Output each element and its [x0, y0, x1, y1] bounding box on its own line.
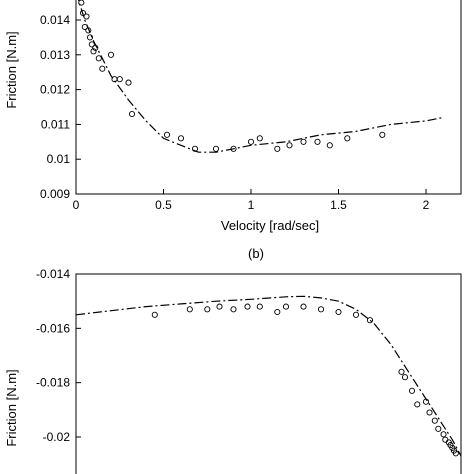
bottom-panel: -0.014 -0.016 -0.018 -0.02 Friction [N.m] [4, 267, 462, 474]
top-data-point [274, 145, 281, 152]
top-data-point [230, 145, 237, 152]
top-data-point [344, 135, 351, 142]
bottom-data-point [431, 417, 438, 424]
top-xticks: 0 0.5 1 1.5 2 [73, 189, 430, 212]
top-data-point [78, 0, 85, 6]
top-y-tick-label: 0.009 [40, 187, 70, 201]
top-data-point [314, 138, 321, 145]
top-data-point [163, 131, 171, 138]
top-y-axis-label: Friction [N.m] [4, 31, 19, 108]
bottom-data-point [366, 317, 374, 324]
top-data-point [191, 145, 199, 152]
bottom-fit-curve [75, 295, 462, 457]
top-data-point [379, 131, 386, 138]
top-fit-curve [77, 0, 444, 153]
bottom-data-point [426, 409, 433, 416]
top-y-tick-label: 0.013 [40, 48, 70, 62]
panel-label-b: (b) [248, 246, 264, 261]
bottom-data-point [442, 436, 449, 443]
top-x-axis-label: Velocity [rad/sec] [221, 218, 319, 233]
top-data-point [86, 34, 94, 41]
top-y-tick-label: 0.011 [41, 117, 70, 131]
top-panel: 0 0.5 1 1.5 2 0.0090.010.0110.0120.0130.014 … [4, 0, 462, 233]
bottom-data-point [435, 425, 442, 432]
top-plot-frame [75, 0, 462, 195]
top-points-layer [78, 0, 386, 152]
top-y-tick-label: 0.014 [40, 13, 70, 27]
bottom-data-point [204, 306, 211, 313]
bottom-data-point [244, 303, 251, 310]
top-data-point [286, 142, 293, 149]
top-x-tick-label: 0.5 [155, 198, 172, 212]
top-data-point [83, 13, 90, 20]
top-data-point [247, 138, 255, 145]
top-data-point [116, 76, 123, 83]
bottom-yticks: -0.014 -0.016 -0.018 -0.02 [36, 267, 81, 444]
bottom-data-point [274, 308, 281, 316]
bottom-data-point [216, 303, 223, 310]
top-data-point [326, 142, 333, 149]
top-data-point [92, 44, 99, 51]
bottom-data-point [440, 431, 447, 438]
bottom-data-point [230, 306, 237, 313]
top-data-point [125, 79, 132, 86]
bottom-y-tick-label: -0.014 [36, 267, 70, 281]
bottom-data-point [256, 303, 263, 310]
top-data-point [212, 145, 220, 152]
bottom-fit-layer [75, 295, 462, 457]
top-fit-layer [77, 0, 444, 153]
top-data-point [177, 135, 185, 142]
bottom-data-point [335, 308, 342, 316]
top-y-tick-label: 0.01 [47, 152, 71, 166]
top-x-tick-label: 2 [423, 198, 430, 212]
bottom-data-point [282, 303, 290, 310]
top-data-point [79, 9, 87, 17]
bottom-data-point [151, 311, 158, 318]
top-data-point [300, 138, 307, 145]
bottom-y-axis-label: Friction [N.m] [4, 369, 19, 446]
bottom-data-point [352, 311, 360, 318]
top-data-point [128, 110, 136, 118]
top-data-point [99, 65, 106, 72]
bottom-y-tick-label: -0.02 [43, 430, 71, 444]
top-data-point [88, 41, 95, 48]
top-x-tick-label: 1.5 [330, 198, 347, 212]
bottom-data-point [300, 303, 307, 310]
bottom-y-tick-label: -0.016 [36, 321, 70, 335]
bottom-data-point [452, 450, 459, 457]
top-yticks: 0.009 0.01 0.011 0.012 0.013 0.014 [40, 13, 81, 201]
bottom-data-point [422, 398, 430, 405]
bottom-data-point [414, 401, 421, 408]
top-x-tick-label: 0 [73, 198, 80, 212]
top-data-point [256, 135, 263, 142]
bottom-plot-frame [75, 273, 462, 474]
top-data-point [81, 23, 88, 31]
top-data-point [95, 55, 102, 62]
top-y-tick-label: 0.012 [40, 83, 70, 97]
top-data-point [85, 27, 92, 34]
bottom-points-layer [151, 303, 459, 457]
top-x-tick-label: 1 [248, 198, 255, 212]
bottom-data-point [408, 387, 416, 394]
bottom-data-point [186, 306, 193, 313]
top-data-point [107, 51, 115, 58]
top-data-point [90, 48, 97, 55]
bottom-data-point [317, 306, 325, 313]
bottom-data-point [401, 374, 409, 381]
bottom-y-tick-label: -0.018 [36, 376, 70, 390]
bottom-data-point [398, 368, 405, 375]
